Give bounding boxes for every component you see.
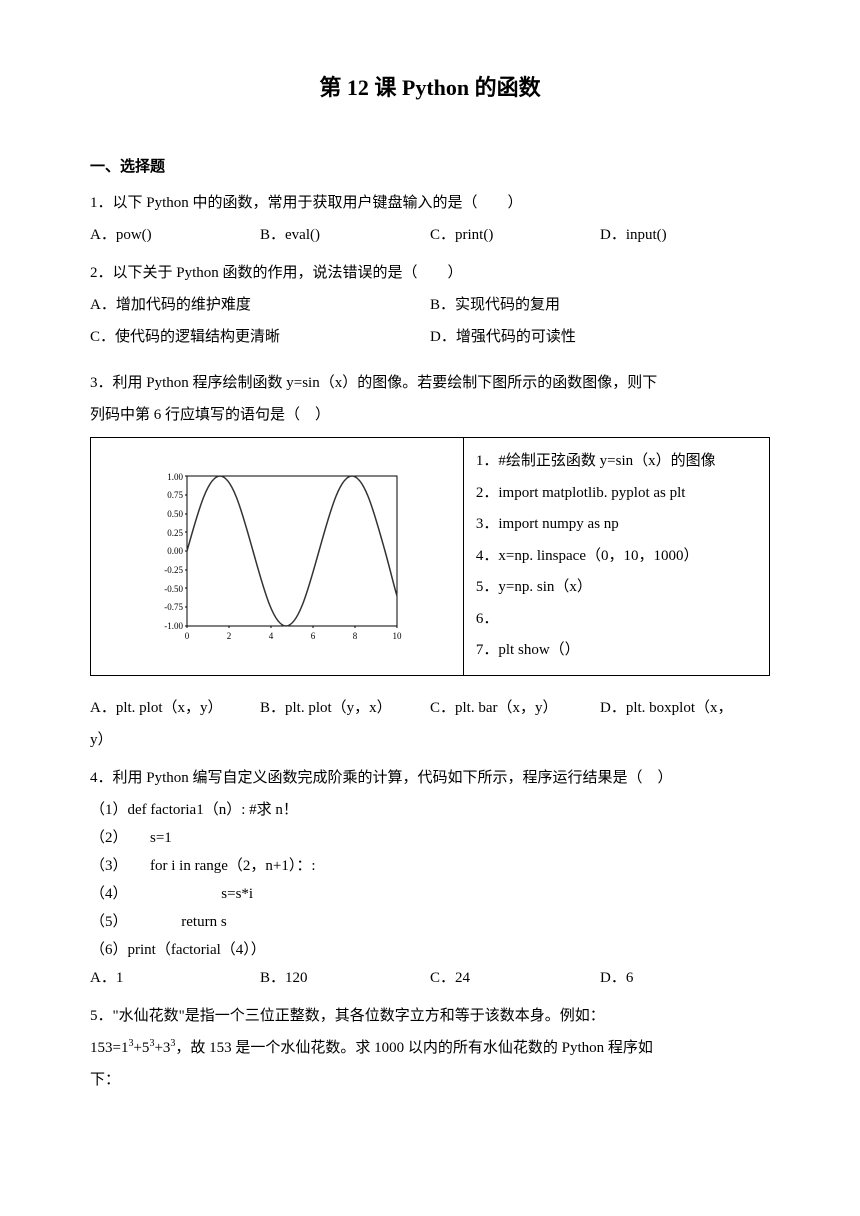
code-line-4: 4．x=np. linspace（0，10，1000）	[476, 541, 757, 573]
q4-text: 4．利用 Python 编写自定义函数完成阶乘的计算，代码如下所示，程序运行结果…	[90, 766, 770, 790]
q1-text: 1．以下 Python 中的函数，常用于获取用户键盘输入的是（ ）	[90, 191, 770, 215]
svg-text:8: 8	[353, 631, 358, 641]
question-5: 5．"水仙花数"是指一个三位正整数，其各位数字立方和等于该数本身。例如： 153…	[90, 1004, 770, 1092]
svg-text:-0.25: -0.25	[164, 565, 183, 575]
q1-option-a: A．pow()	[90, 223, 260, 247]
q3-option-d-cont: y）	[90, 728, 770, 752]
q5-t2-c: +3	[154, 1040, 170, 1056]
svg-text:6: 6	[311, 631, 316, 641]
svg-text:2: 2	[227, 631, 232, 641]
q4-code-3: （3） for i in range（2，n+1）：:	[90, 854, 770, 878]
code-line-7: 7．plt show（）	[476, 635, 757, 667]
svg-text:1.00: 1.00	[167, 472, 183, 482]
q2-options: A．增加代码的维护难度 B．实现代码的复用 C．使代码的逻辑结构更清晰 D．增强…	[90, 293, 770, 357]
q5-text-1: 5．"水仙花数"是指一个三位正整数，其各位数字立方和等于该数本身。例如：	[90, 1004, 770, 1028]
svg-text:10: 10	[392, 631, 402, 641]
q4-code-6: （6）print（factorial（4））	[90, 938, 770, 962]
q2-option-d: D．增强代码的可读性	[430, 325, 770, 349]
q4-option-a: A．1	[90, 966, 260, 990]
svg-text:0.25: 0.25	[167, 528, 183, 538]
q4-option-b: B．120	[260, 966, 430, 990]
q5-text-2: 153=13+53+33，故 153 是一个水仙花数。求 1000 以内的所有水…	[90, 1036, 770, 1060]
q4-code-4: （4） s=s*i	[90, 882, 770, 906]
x-axis-labels: 0 2 4 6 8 10	[185, 631, 402, 641]
svg-text:-0.75: -0.75	[164, 602, 183, 612]
q4-option-c: C．24	[430, 966, 600, 990]
svg-text:0.50: 0.50	[167, 509, 183, 519]
question-2: 2．以下关于 Python 函数的作用，说法错误的是（ ） A．增加代码的维护难…	[90, 261, 770, 357]
q3-option-a: A．plt. plot（x，y）	[90, 696, 260, 720]
chart-panel: 1.00 0.75 0.50 0.25 0.00 -0.25 -0.50 -0.…	[91, 438, 464, 675]
q2-option-a: A．增加代码的维护难度	[90, 293, 430, 317]
sine-chart: 1.00 0.75 0.50 0.25 0.00 -0.25 -0.50 -0.…	[147, 466, 407, 646]
code-line-1: 1．#绘制正弦函数 y=sin（x）的图像	[476, 446, 757, 478]
question-4: 4．利用 Python 编写自定义函数完成阶乘的计算，代码如下所示，程序运行结果…	[90, 766, 770, 990]
q5-t2-a: 153=1	[90, 1040, 128, 1056]
figure-table: 1.00 0.75 0.50 0.25 0.00 -0.25 -0.50 -0.…	[90, 437, 770, 676]
q3-text-2: 列码中第 6 行应填写的语句是（ ）	[90, 403, 770, 427]
q1-options: A．pow() B．eval() C．print() D．input()	[90, 223, 770, 247]
q2-option-c: C．使代码的逻辑结构更清晰	[90, 325, 430, 349]
svg-text:-0.50: -0.50	[164, 584, 183, 594]
code-line-5: 5．y=np. sin（x）	[476, 572, 757, 604]
q4-code-1: （1）def factoria1（n）: #求 n！	[90, 798, 770, 822]
svg-text:4: 4	[269, 631, 274, 641]
question-3: 3．利用 Python 程序绘制函数 y=sin（x）的图像。若要绘制下图所示的…	[90, 371, 770, 752]
code-panel: 1．#绘制正弦函数 y=sin（x）的图像 2．import matplotli…	[464, 438, 769, 675]
q2-text: 2．以下关于 Python 函数的作用，说法错误的是（ ）	[90, 261, 770, 285]
q4-code-5-code: return s	[131, 914, 226, 930]
svg-text:0.00: 0.00	[167, 546, 183, 556]
q4-code-5: （5） return s	[90, 910, 770, 934]
q1-option-c: C．print()	[430, 223, 600, 247]
code-line-2: 2．import matplotlib. pyplot as plt	[476, 478, 757, 510]
page-title: 第 12 课 Python 的函数	[90, 70, 770, 105]
code-line-6: 6．	[476, 604, 757, 636]
q4-options: A．1 B．120 C．24 D．6	[90, 966, 770, 990]
q4-option-d: D．6	[600, 966, 770, 990]
question-1: 1．以下 Python 中的函数，常用于获取用户键盘输入的是（ ） A．pow(…	[90, 191, 770, 247]
q5-t2-d: ，故 153 是一个水仙花数。求 1000 以内的所有水仙花数的 Python …	[175, 1040, 653, 1056]
section-header: 一、选择题	[90, 155, 770, 179]
q2-option-b: B．实现代码的复用	[430, 293, 770, 317]
code-line-3: 3．import numpy as np	[476, 509, 757, 541]
q5-t2-b: +5	[133, 1040, 149, 1056]
q3-option-b: B．plt. plot（y，x）	[260, 696, 430, 720]
q5-text-3: 下：	[90, 1068, 770, 1092]
q3-options: A．plt. plot（x，y） B．plt. plot（y，x） C．plt.…	[90, 696, 770, 720]
q4-code-4-num: （4）	[90, 886, 128, 902]
q4-code-5-num: （5）	[90, 914, 128, 930]
q1-option-d: D．input()	[600, 223, 770, 247]
q4-code-4-code: s=s*i	[131, 886, 253, 902]
q3-text-1: 3．利用 Python 程序绘制函数 y=sin（x）的图像。若要绘制下图所示的…	[90, 371, 770, 395]
svg-text:0: 0	[185, 631, 190, 641]
q3-option-d: D．plt. boxplot（x，	[600, 696, 770, 720]
y-axis-labels: 1.00 0.75 0.50 0.25 0.00 -0.25 -0.50 -0.…	[164, 472, 183, 631]
svg-text:0.75: 0.75	[167, 490, 183, 500]
q1-option-b: B．eval()	[260, 223, 430, 247]
q3-option-c: C．plt. bar（x，y）	[430, 696, 600, 720]
svg-text:-1.00: -1.00	[164, 621, 183, 631]
q4-code-2: （2） s=1	[90, 826, 770, 850]
